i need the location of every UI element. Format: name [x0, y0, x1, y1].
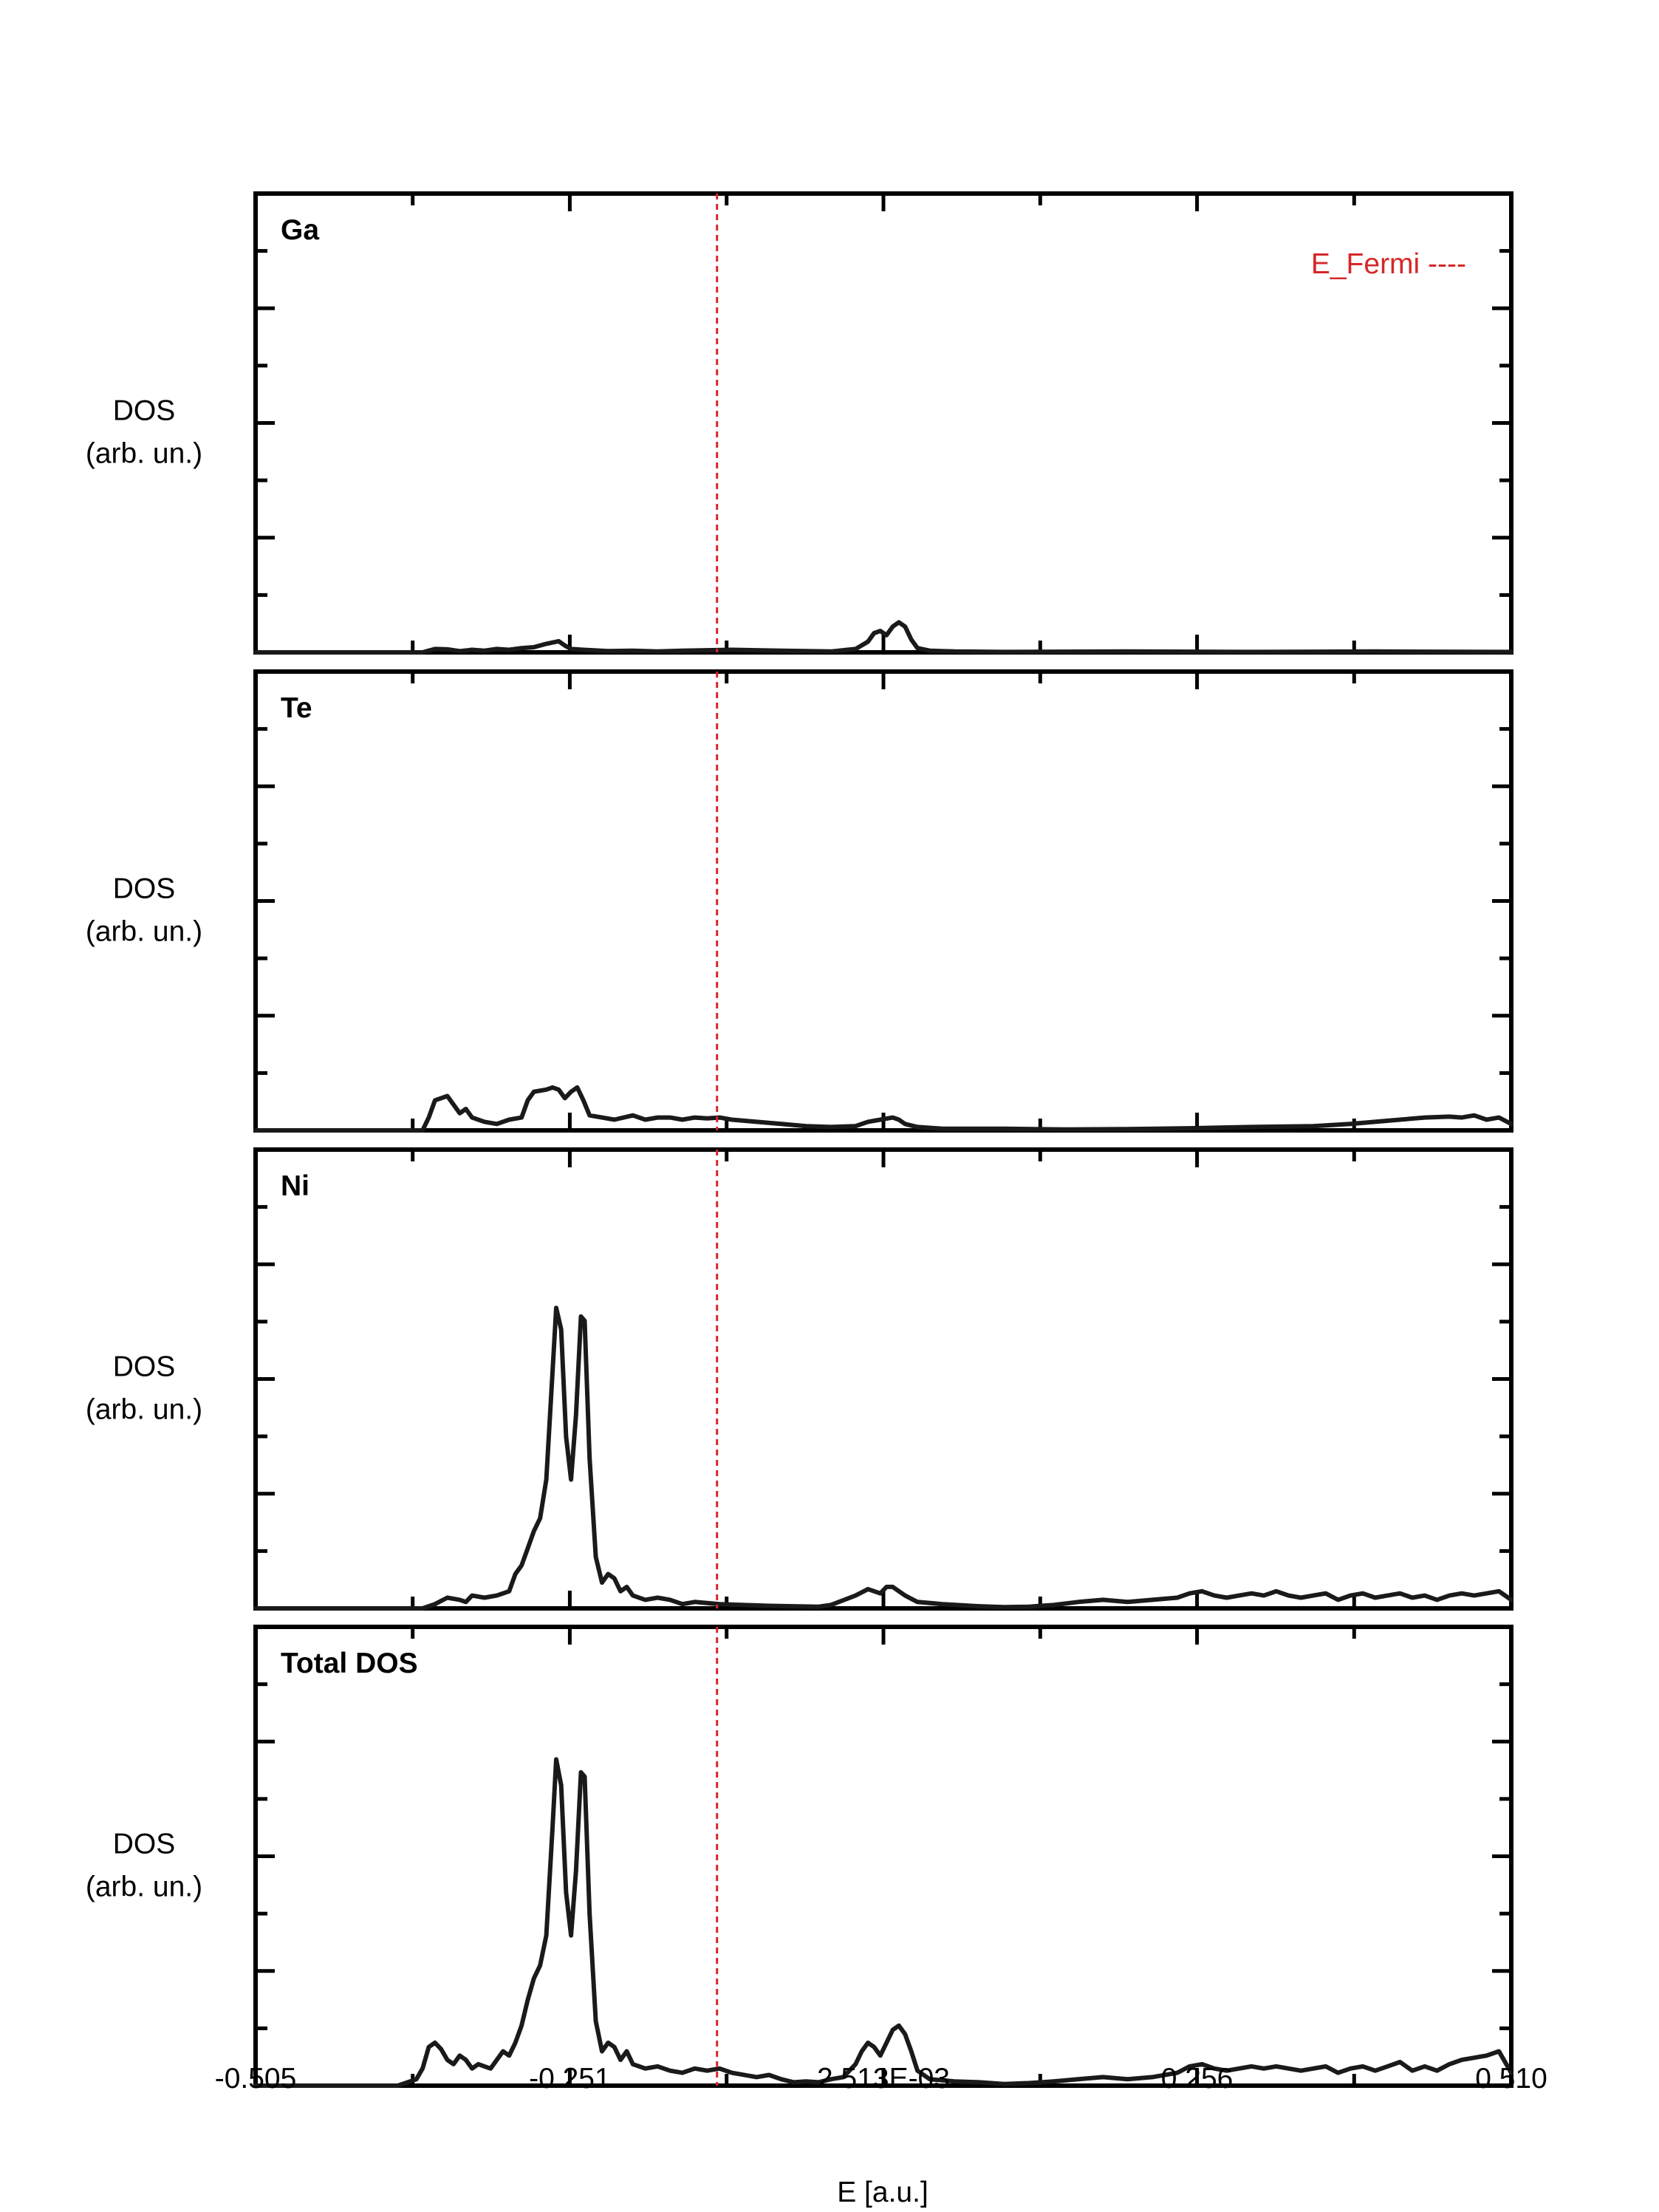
x-tick-label: -0.505 [215, 2063, 297, 2095]
x-tick-label: 2.513E-03 [817, 2063, 950, 2095]
dos-curve [253, 620, 1513, 655]
panel-frame [253, 669, 1513, 1133]
x-axis-label: E [a.u.] [837, 2177, 928, 2208]
x-tick-label: 0.256 [1161, 2063, 1234, 2095]
fermi-legend: E_Fermi ---- [1311, 248, 1466, 280]
x-tick-labels: -0.505 -0.251 2.513E-03 0.256 0.510 [215, 2063, 1547, 2095]
y-axis-label-line2: (arb. un.) [86, 438, 202, 470]
panel-total-dos: Total DOS DOS (arb. un.) [86, 1625, 1513, 2088]
y-axis-label-line1: DOS [113, 395, 176, 427]
dos-curve [253, 1757, 1513, 2088]
panel-te: Te DOS (arb. un.) [86, 669, 1513, 1133]
y-axis-label-line2: (arb. un.) [86, 1394, 202, 1426]
panels-group: Ga DOS (arb. un.) Te DOS (arb. un.) Ni DOS (arb.… [86, 191, 1513, 2088]
dos-curve [253, 1085, 1513, 1133]
panel-ni: Ni DOS (arb. un.) [86, 1147, 1513, 1611]
panel-label: Total DOS [281, 1648, 418, 1679]
y-axis-label-line1: DOS [113, 873, 176, 905]
panel-label: Ni [281, 1170, 309, 1202]
x-tick-label: -0.251 [529, 2063, 611, 2095]
panel-ga: Ga DOS (arb. un.) [86, 191, 1513, 655]
panel-label: Ga [281, 214, 319, 246]
panel-frame [253, 1625, 1513, 2088]
panel-frame [253, 1147, 1513, 1611]
y-axis-label-line2: (arb. un.) [86, 916, 202, 948]
x-tick-label: 0.510 [1475, 2063, 1547, 2095]
y-axis-label-line2: (arb. un.) [86, 1871, 202, 1903]
dos-curve [253, 1305, 1513, 1611]
y-axis-label-line1: DOS [113, 1351, 176, 1383]
panel-label: Te [281, 692, 312, 724]
y-axis-label-line1: DOS [113, 1829, 176, 1860]
